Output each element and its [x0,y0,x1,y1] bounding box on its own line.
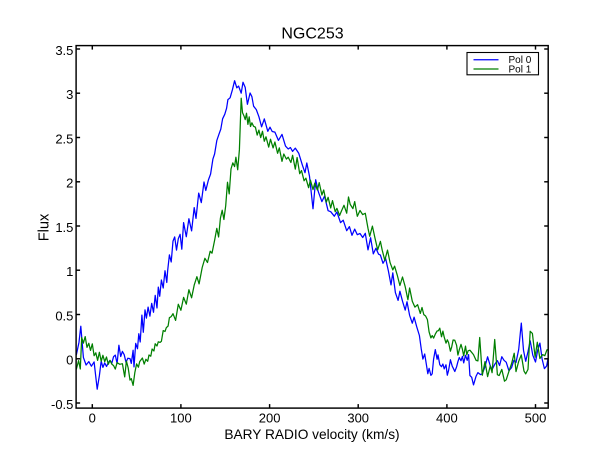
svg-text:2: 2 [66,176,73,191]
svg-text:300: 300 [347,411,369,426]
svg-text:BARY RADIO velocity (km/s): BARY RADIO velocity (km/s) [224,427,399,442]
svg-text:0.5: 0.5 [55,308,73,323]
svg-text:2.5: 2.5 [55,131,73,146]
svg-text:400: 400 [436,411,458,426]
svg-text:1.5: 1.5 [55,220,73,235]
svg-text:3: 3 [66,87,73,102]
svg-text:0: 0 [66,353,73,368]
svg-text:Pol 0: Pol 0 [509,55,532,66]
svg-text:1: 1 [66,264,73,279]
svg-text:Flux: Flux [37,213,53,241]
svg-text:200: 200 [259,411,281,426]
svg-text:NGC253: NGC253 [281,26,343,43]
svg-text:Pol 1: Pol 1 [509,64,532,75]
svg-text:3.5: 3.5 [55,43,73,58]
svg-text:100: 100 [170,411,192,426]
svg-text:500: 500 [525,411,547,426]
svg-text:-0.5: -0.5 [51,397,73,412]
svg-text:0: 0 [89,411,96,426]
